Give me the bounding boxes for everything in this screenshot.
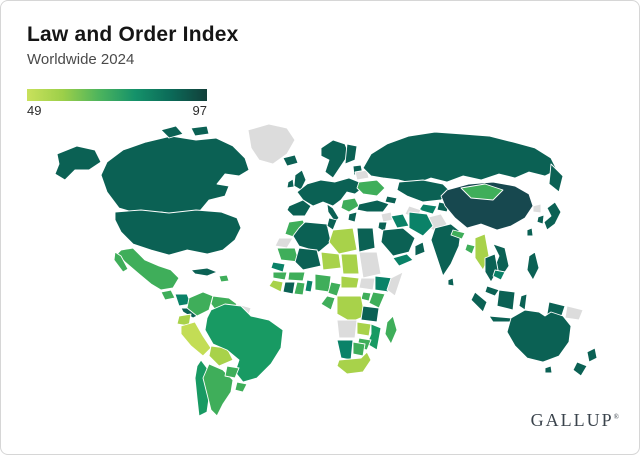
region-canada — [100, 135, 250, 217]
region-uk — [293, 169, 307, 191]
region-baja — [113, 251, 129, 273]
region-balkans — [340, 197, 360, 213]
region-dr-congo — [336, 295, 366, 323]
region-malaysia — [484, 285, 500, 297]
region-finland — [344, 143, 358, 165]
world-map — [11, 119, 631, 421]
region-norway-sweden — [320, 139, 350, 179]
region-iceland — [282, 154, 299, 167]
region-sri-lanka — [447, 277, 455, 287]
legend-gradient — [27, 89, 207, 101]
region-belarus — [354, 169, 370, 181]
region-cuba — [190, 267, 218, 277]
region-uruguay — [234, 381, 248, 393]
region-russia — [362, 131, 558, 185]
region-burkina-faso — [287, 271, 306, 282]
region-uzbekistan — [418, 203, 438, 215]
region-europe-main — [296, 177, 364, 207]
region-mali — [294, 247, 322, 271]
region-peru — [180, 321, 212, 357]
region-bangladesh — [464, 243, 476, 255]
region-borneo — [496, 289, 516, 311]
gallup-logo: GALLUP® — [531, 410, 619, 431]
region-zambia — [356, 321, 372, 337]
region-madagascar — [384, 315, 398, 345]
region-cambodia — [492, 269, 506, 281]
region-iraq — [390, 213, 410, 229]
region-yemen — [392, 253, 414, 267]
region-guinea — [272, 271, 288, 281]
region-nz-south — [572, 361, 588, 377]
region-colombia — [186, 291, 214, 317]
region-canada-arctic-1 — [160, 125, 184, 139]
region-ireland — [286, 178, 295, 189]
color-legend: 49 97 — [27, 89, 207, 118]
region-sulawesi — [518, 293, 528, 311]
region-taiwan — [526, 227, 534, 237]
region-tasmania — [544, 365, 553, 374]
region-greenland — [247, 123, 296, 165]
legend-min-label: 49 — [27, 103, 42, 118]
region-namibia — [336, 339, 354, 361]
region-niger — [320, 251, 342, 271]
region-greece — [347, 211, 358, 223]
region-turkey — [356, 199, 390, 213]
region-sierra-leone-liberia — [268, 279, 284, 293]
region-iberia — [286, 199, 312, 217]
region-mozambique — [366, 323, 382, 351]
region-hispaniola — [218, 274, 230, 283]
region-north-korea — [532, 203, 542, 214]
registered-mark: ® — [613, 413, 619, 421]
region-tunisia — [326, 217, 338, 231]
region-tanzania — [360, 305, 380, 323]
region-mongolia — [460, 183, 504, 201]
region-guatemala — [160, 289, 176, 301]
region-congo-gabon — [320, 295, 336, 311]
region-uganda — [360, 291, 372, 302]
region-central-african-republic — [340, 275, 360, 289]
region-canada-arctic-2 — [190, 125, 210, 137]
region-saudi-arabia — [380, 227, 416, 257]
region-togo-benin — [304, 279, 314, 293]
page-subtitle: Worldwide 2024 — [27, 51, 135, 68]
region-somalia — [386, 271, 404, 297]
region-kenya — [368, 291, 386, 309]
region-libya — [328, 227, 358, 255]
legend-max-label: 97 — [192, 103, 207, 118]
region-senegal — [270, 261, 286, 273]
region-australia — [506, 309, 572, 363]
region-ghana — [293, 281, 306, 296]
region-ukraine — [356, 179, 386, 197]
region-japan — [543, 201, 562, 231]
region-brazil — [204, 303, 284, 383]
region-iran — [408, 211, 434, 237]
region-ivory-coast — [282, 281, 296, 295]
region-south-sudan — [358, 277, 376, 291]
region-south-africa — [336, 351, 372, 375]
region-oman — [414, 241, 426, 257]
region-nz-north — [586, 347, 598, 363]
region-angola — [336, 319, 358, 339]
region-egypt — [356, 227, 376, 253]
region-philippines — [526, 251, 540, 281]
region-paraguay — [224, 365, 240, 379]
region-western-sahara — [274, 237, 294, 249]
region-mexico — [116, 247, 180, 291]
gallup-wordmark: GALLUP — [530, 410, 614, 430]
region-caucasus — [384, 195, 398, 205]
region-botswana — [352, 341, 366, 357]
region-russia-far-east — [548, 163, 564, 193]
region-papua-new-guinea — [564, 305, 584, 321]
region-sudan — [358, 251, 382, 279]
region-chad — [340, 253, 360, 275]
region-south-korea — [536, 214, 545, 225]
region-china — [440, 181, 534, 231]
region-india — [430, 223, 462, 277]
region-usa — [114, 209, 242, 256]
page-title: Law and Order Index — [27, 23, 239, 46]
region-sumatra — [470, 291, 488, 313]
region-nepal — [450, 229, 466, 240]
region-alaska — [54, 145, 102, 181]
region-kazakhstan — [396, 179, 452, 203]
